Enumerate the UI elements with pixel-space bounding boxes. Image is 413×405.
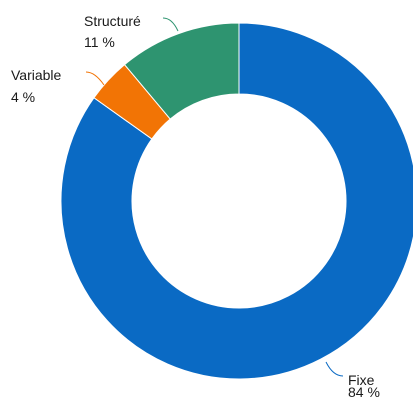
slice-value-structure: 11 % xyxy=(84,34,115,50)
leader-line-fixe xyxy=(325,361,344,377)
slices-group xyxy=(60,22,413,380)
slice-value-variable: 4 % xyxy=(11,89,35,105)
slice-fixe xyxy=(60,22,413,380)
slice-structure xyxy=(123,22,240,120)
slice-value-fixe: 84 % xyxy=(348,384,380,400)
slice-label-structure: Structuré xyxy=(84,13,141,29)
slice-label-fixe: Fixe xyxy=(348,372,375,388)
slice-label-variable: Variable xyxy=(11,67,62,83)
leader-line-variable xyxy=(85,71,105,86)
leader-line-structure xyxy=(162,17,179,32)
